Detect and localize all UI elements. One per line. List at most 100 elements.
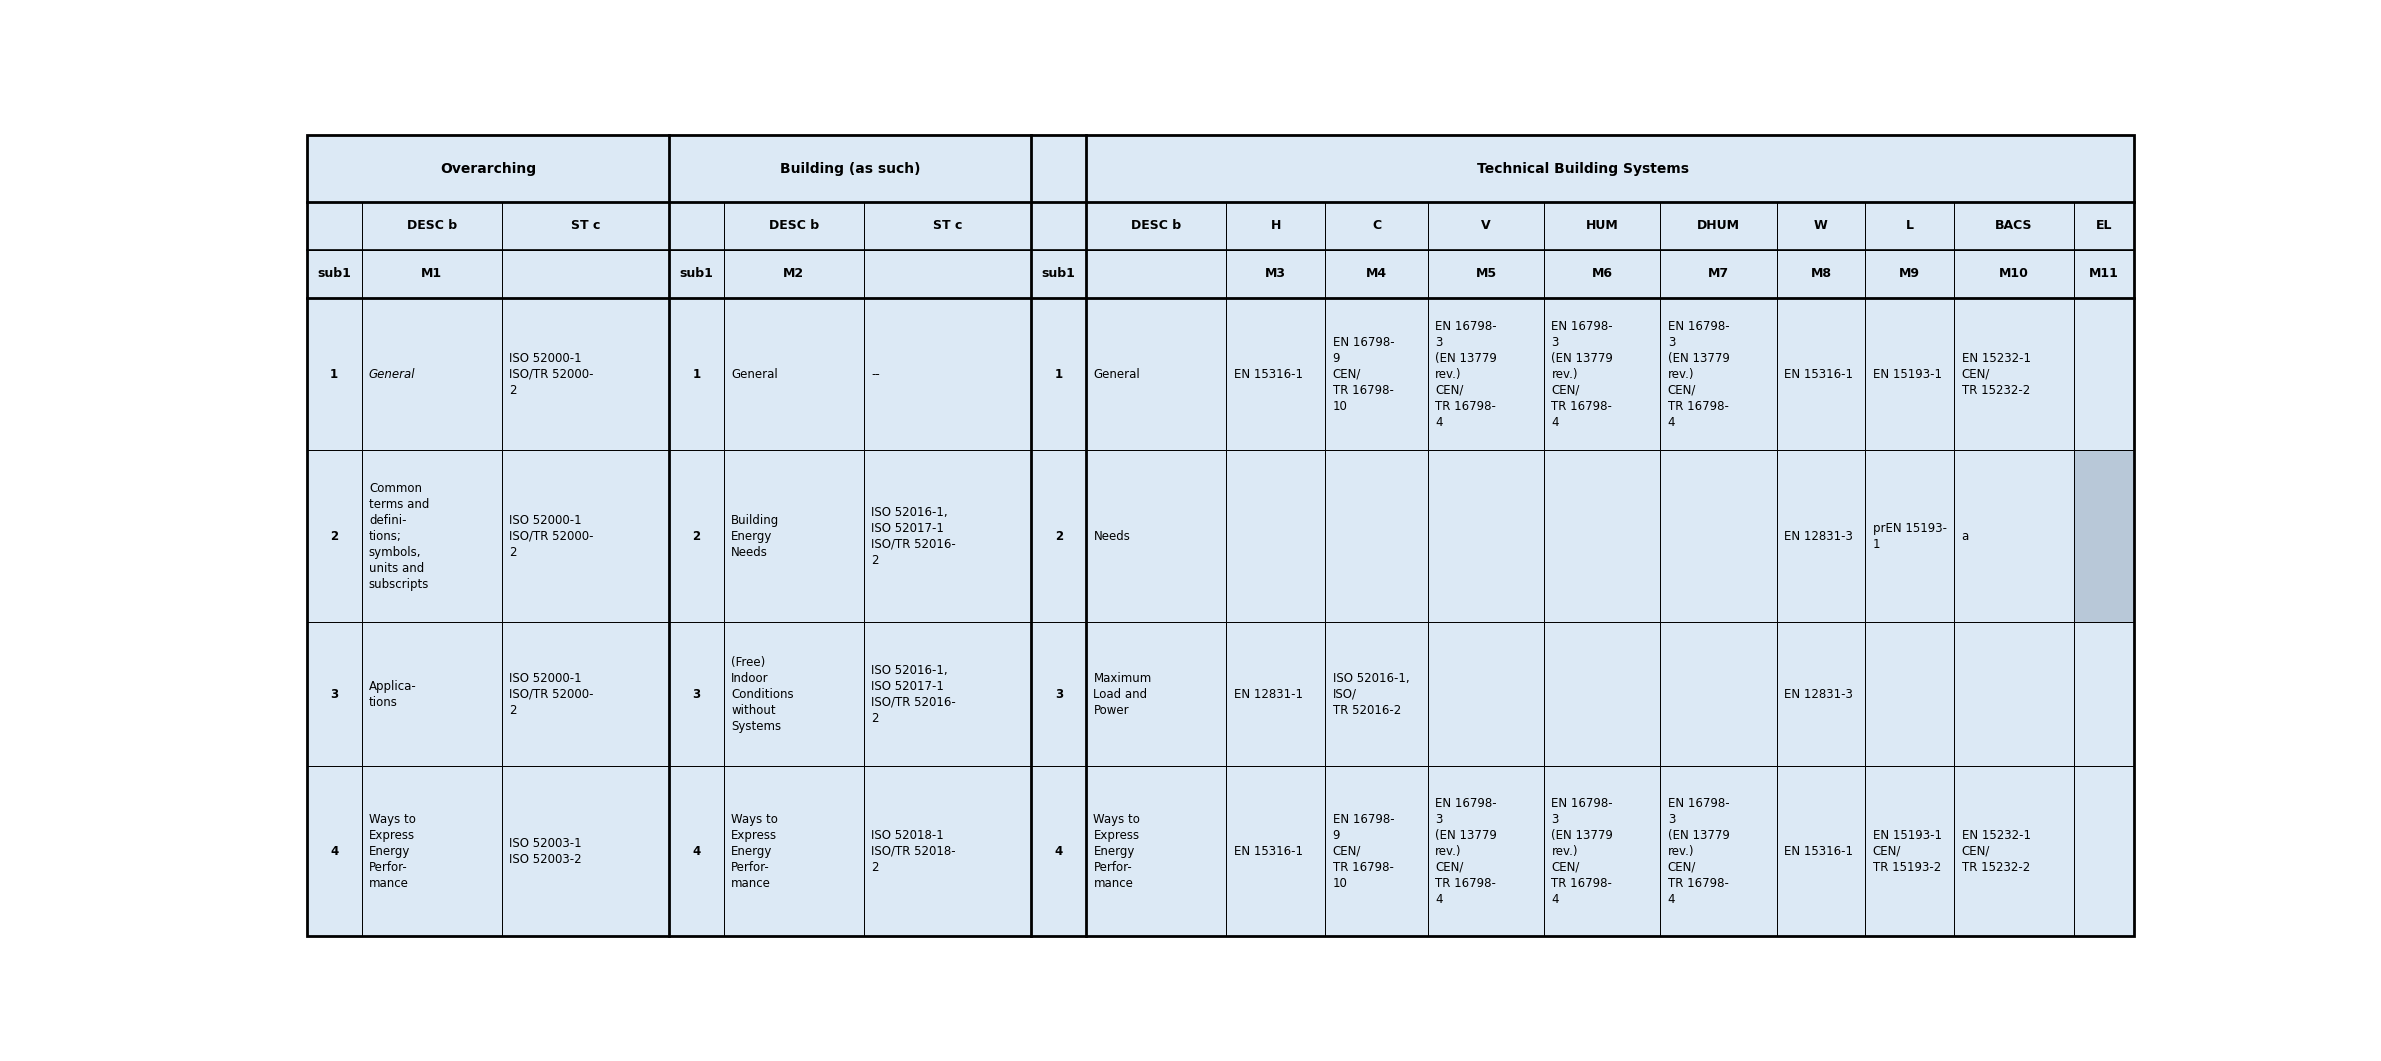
Bar (1864, 202, 1955, 250)
Bar (1955, 250, 2074, 298)
Bar (1429, 202, 1545, 250)
Text: 1: 1 (1055, 367, 1062, 381)
Text: Maximum
Load and
Power: Maximum Load and Power (1093, 672, 1152, 717)
Bar (362, 766, 502, 936)
Text: Building (as such): Building (as such) (781, 161, 921, 176)
Text: 2: 2 (331, 529, 338, 543)
Bar (669, 250, 724, 298)
Bar (1031, 622, 1086, 766)
Bar (1776, 622, 1864, 766)
Text: Ways to
Express
Energy
Perfor-
mance: Ways to Express Energy Perfor- mance (1093, 813, 1140, 890)
Bar (502, 450, 669, 622)
Bar (1660, 766, 1776, 936)
Bar (1660, 202, 1776, 250)
Bar (1776, 250, 1864, 298)
Bar (2074, 622, 2133, 766)
Text: EN 16798-
3
(EN 13779
rev.)
CEN/
TR 16798-
4: EN 16798- 3 (EN 13779 rev.) CEN/ TR 1679… (1667, 797, 1729, 906)
Text: General: General (731, 367, 779, 381)
Text: DESC b: DESC b (1131, 220, 1181, 232)
Bar (1545, 298, 1660, 450)
Bar (1086, 450, 1226, 622)
Bar (1326, 450, 1429, 622)
Bar (362, 202, 502, 250)
Bar (1429, 766, 1545, 936)
Text: EN 16798-
9
CEN/
TR 16798-
10: EN 16798- 9 CEN/ TR 16798- 10 (1333, 813, 1395, 890)
Text: --: -- (871, 367, 881, 381)
Bar (1864, 450, 1955, 622)
Bar (307, 136, 669, 202)
Bar (724, 250, 864, 298)
Text: ISO 52016-1,
ISO 52017-1
ISO/TR 52016-
2: ISO 52016-1, ISO 52017-1 ISO/TR 52016- 2 (871, 664, 957, 725)
Bar (669, 766, 724, 936)
Bar (1776, 766, 1864, 936)
Bar (1776, 202, 1864, 250)
Bar (1660, 622, 1776, 766)
Text: EN 16798-
3
(EN 13779
rev.)
CEN/
TR 16798-
4: EN 16798- 3 (EN 13779 rev.) CEN/ TR 1679… (1552, 319, 1614, 429)
Bar (1429, 250, 1545, 298)
Bar (724, 766, 864, 936)
Text: DESC b: DESC b (769, 220, 819, 232)
Text: sub1: sub1 (317, 267, 350, 280)
Text: sub1: sub1 (679, 267, 714, 280)
Text: Building
Energy
Needs: Building Energy Needs (731, 514, 779, 559)
Text: EN 16798-
9
CEN/
TR 16798-
10: EN 16798- 9 CEN/ TR 16798- 10 (1333, 335, 1395, 413)
Bar (307, 250, 362, 298)
Bar (1660, 250, 1776, 298)
Bar (724, 450, 864, 622)
Bar (502, 298, 669, 450)
Text: EN 15316-1: EN 15316-1 (1783, 367, 1852, 381)
Text: 4: 4 (1055, 845, 1062, 857)
Bar (1955, 202, 2074, 250)
Text: C: C (1371, 220, 1381, 232)
Text: (Free)
Indoor
Conditions
without
Systems: (Free) Indoor Conditions without Systems (731, 656, 793, 733)
Text: ST c: ST c (933, 220, 962, 232)
Bar (1326, 202, 1429, 250)
Bar (1086, 250, 1226, 298)
Bar (1031, 250, 1086, 298)
Bar (362, 250, 502, 298)
Text: General: General (369, 367, 414, 381)
Bar (1226, 450, 1326, 622)
Bar (1545, 250, 1660, 298)
Bar (1864, 298, 1955, 450)
Bar (2074, 250, 2133, 298)
Bar (307, 622, 362, 766)
Bar (362, 450, 502, 622)
Bar (1776, 450, 1864, 622)
Bar (307, 202, 362, 250)
Text: ISO 52018-1
ISO/TR 52018-
2: ISO 52018-1 ISO/TR 52018- 2 (871, 829, 955, 874)
Text: EN 15193-1: EN 15193-1 (1874, 367, 1943, 381)
Bar (669, 202, 724, 250)
Text: M6: M6 (1593, 267, 1612, 280)
Bar (864, 202, 1031, 250)
Text: prEN 15193-
1: prEN 15193- 1 (1874, 522, 1948, 551)
Bar (1660, 298, 1776, 450)
Bar (1226, 202, 1326, 250)
Bar (669, 136, 1031, 202)
Text: EN 16798-
3
(EN 13779
rev.)
CEN/
TR 16798-
4: EN 16798- 3 (EN 13779 rev.) CEN/ TR 1679… (1436, 797, 1498, 906)
Text: ISO 52003-1
ISO 52003-2: ISO 52003-1 ISO 52003-2 (510, 837, 581, 866)
Bar (1660, 450, 1776, 622)
Bar (2074, 450, 2133, 622)
Text: 4: 4 (331, 845, 338, 857)
Text: sub1: sub1 (1043, 267, 1076, 280)
Bar (2074, 766, 2133, 936)
Text: EN 15316-1: EN 15316-1 (1783, 845, 1852, 857)
Text: ISO 52000-1
ISO/TR 52000-
2: ISO 52000-1 ISO/TR 52000- 2 (510, 514, 593, 559)
Text: ISO 52000-1
ISO/TR 52000-
2: ISO 52000-1 ISO/TR 52000- 2 (510, 351, 593, 397)
Bar (2074, 202, 2133, 250)
Bar (1086, 766, 1226, 936)
Bar (1429, 622, 1545, 766)
Bar (669, 622, 724, 766)
Text: EN 15316-1: EN 15316-1 (1233, 845, 1302, 857)
Text: DHUM: DHUM (1698, 220, 1741, 232)
Bar (1864, 766, 1955, 936)
Bar (1226, 250, 1326, 298)
Bar (1326, 766, 1429, 936)
Text: EN 15193-1
CEN/
TR 15193-2: EN 15193-1 CEN/ TR 15193-2 (1874, 829, 1943, 874)
Text: 2: 2 (1055, 529, 1062, 543)
Bar (1031, 298, 1086, 450)
Text: M4: M4 (1367, 267, 1388, 280)
Bar (864, 766, 1031, 936)
Bar (502, 766, 669, 936)
